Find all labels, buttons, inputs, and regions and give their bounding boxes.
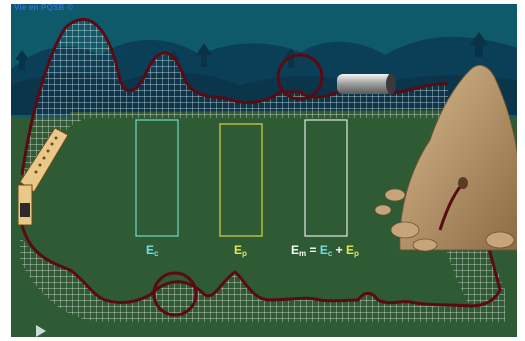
ep-subscript: p bbox=[242, 249, 247, 258]
em-subscript: m bbox=[299, 249, 307, 258]
eq-ep-symbol: E bbox=[346, 243, 355, 257]
lower-loop bbox=[152, 271, 198, 317]
ep-symbol: E bbox=[234, 243, 243, 257]
scene-frame bbox=[9, 2, 519, 339]
rock-mountain bbox=[399, 64, 519, 251]
credit-text: Vie en PQSB © bbox=[14, 3, 74, 12]
rock-boulders bbox=[374, 188, 515, 252]
em-equation: Em = Ec + Ep bbox=[291, 243, 359, 258]
mountain-cave bbox=[458, 177, 468, 189]
track-inner-area bbox=[70, 110, 450, 256]
ec-label: Ec bbox=[146, 243, 158, 258]
play-triangle-icon[interactable] bbox=[34, 324, 48, 338]
support-mesh-top bbox=[22, 19, 448, 176]
tunnel-tube bbox=[337, 74, 396, 94]
em-bar-frame bbox=[304, 119, 348, 237]
upper-loop bbox=[276, 53, 324, 101]
equals-sign: = bbox=[309, 243, 317, 257]
eq-ep-subscript: p bbox=[354, 249, 359, 258]
ec-bar-frame bbox=[135, 119, 179, 237]
em-symbol: E bbox=[291, 243, 300, 257]
ec-subscript: c bbox=[154, 249, 159, 258]
coaster-cart bbox=[17, 127, 69, 226]
track-lower bbox=[20, 179, 502, 308]
ec-symbol: E bbox=[146, 243, 155, 257]
ep-label: Ep bbox=[234, 243, 247, 258]
eq-ec-symbol: E bbox=[319, 243, 328, 257]
eq-ec-subscript: c bbox=[327, 249, 333, 258]
ep-bar-frame bbox=[219, 123, 263, 237]
plus-sign: + bbox=[335, 243, 343, 257]
